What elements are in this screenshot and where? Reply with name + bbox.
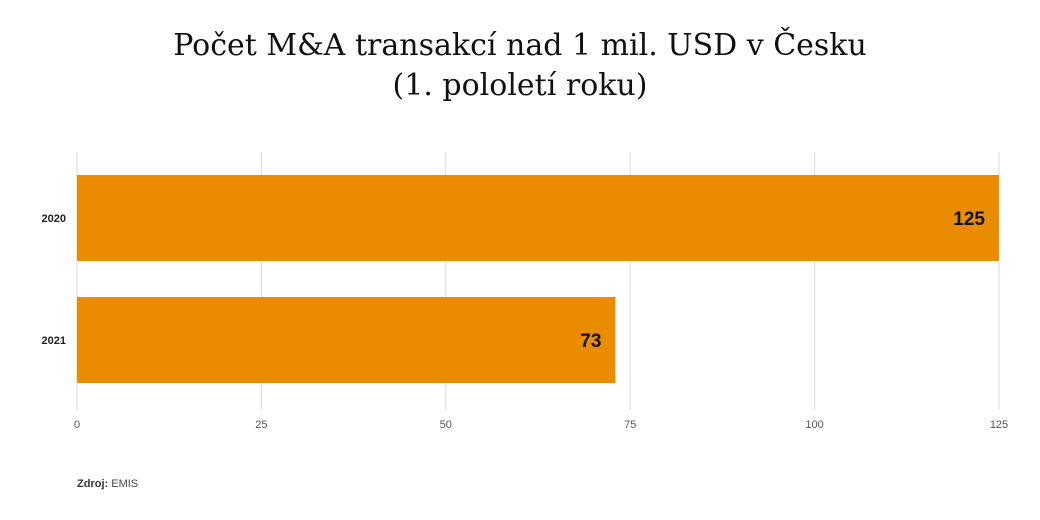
category-label-2020: 2020 — [42, 213, 66, 225]
chart-title-line-1: Počet M&A transakcí nad 1 mil. USD v Čes… — [173, 28, 867, 63]
source-value: EMIS — [111, 478, 139, 490]
x-tick-label-75: 75 — [624, 419, 636, 431]
bar-2020 — [77, 175, 999, 261]
x-tick-label-25: 25 — [255, 419, 267, 431]
data-label-2021: 73 — [580, 331, 601, 352]
bar-2021 — [77, 297, 616, 383]
x-tick-label-100: 100 — [805, 419, 823, 431]
chart-title: Počet M&A transakcí nad 1 mil. USD v Čes… — [0, 26, 1040, 106]
category-label-2021: 2021 — [42, 335, 66, 347]
data-label-2020: 125 — [953, 209, 985, 230]
chart-title-line-2: (1. pololetí roku) — [392, 68, 648, 103]
x-tick-label-125: 125 — [990, 419, 1008, 431]
source-label: Zdroj: — [77, 478, 109, 490]
x-tick-label-50: 50 — [440, 419, 452, 431]
source-note: Zdroj: EMIS — [77, 478, 138, 490]
x-tick-label-0: 0 — [74, 419, 80, 431]
